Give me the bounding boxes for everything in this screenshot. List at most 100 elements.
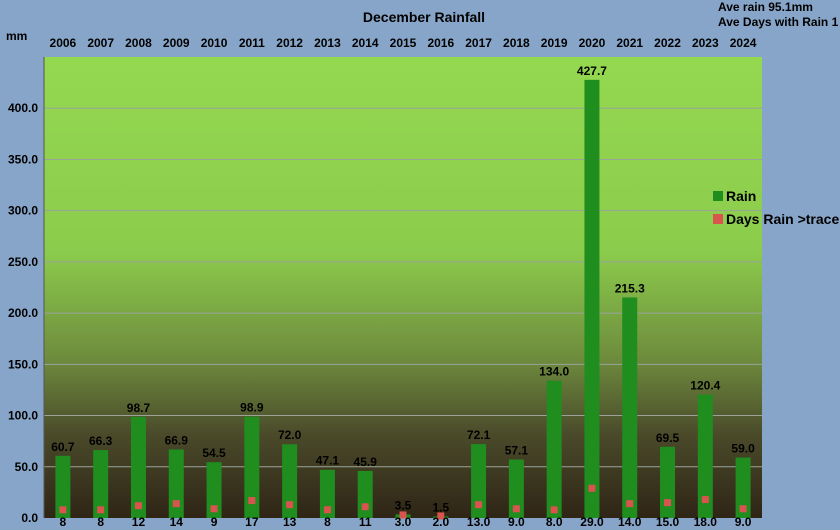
x-tick-label: 2011 (239, 36, 265, 50)
rain-bar (660, 446, 676, 518)
rain-bar (206, 462, 222, 518)
days-value-label: 17 (245, 515, 259, 529)
days-marker (134, 502, 142, 510)
plot-area (44, 57, 762, 518)
rain-bar (546, 380, 562, 518)
days-marker (550, 506, 558, 514)
x-tick-label: 2012 (276, 36, 303, 50)
y-tick-label: 200.0 (8, 306, 38, 320)
rain-value-label: 59.0 (731, 442, 755, 456)
days-marker (437, 512, 445, 520)
days-value-label: 3.0 (395, 515, 412, 529)
days-marker (626, 500, 634, 508)
days-value-label: 18.0 (694, 515, 718, 529)
rain-value-label: 54.5 (202, 446, 226, 460)
x-tick-label: 2021 (616, 36, 643, 50)
days-value-label: 13.0 (467, 515, 491, 529)
rain-bar (697, 394, 713, 518)
days-value-label: 8.0 (546, 515, 563, 529)
legend-swatch-days (713, 214, 723, 224)
rain-bar (735, 457, 751, 518)
days-marker (739, 505, 747, 513)
days-marker (59, 506, 67, 514)
x-tick-label: 2024 (730, 36, 757, 50)
days-value-label: 11 (359, 515, 372, 529)
rain-value-label: 60.7 (51, 440, 75, 454)
rain-value-label: 1.5 (432, 500, 449, 514)
rain-value-label: 69.5 (656, 431, 680, 445)
rain-value-label: 57.1 (505, 444, 529, 458)
rain-value-label: 72.0 (278, 428, 302, 442)
rain-bar (584, 79, 600, 519)
y-tick-label: 150.0 (8, 357, 38, 371)
x-tick-label: 2009 (163, 36, 190, 50)
y-tick-label: 300.0 (8, 204, 38, 218)
x-tick-label: 2019 (541, 36, 568, 50)
chart-title: December Rainfall (363, 9, 485, 25)
x-tick-label: 2022 (654, 36, 681, 50)
rain-bar (93, 450, 109, 518)
rain-value-label: 45.9 (354, 455, 378, 469)
days-value-label: 8 (60, 515, 67, 529)
y-tick-label: 50.0 (15, 460, 39, 474)
x-tick-label: 2020 (579, 36, 606, 50)
rain-bar (244, 416, 260, 518)
x-tick-label: 2023 (692, 36, 719, 50)
days-value-label: 9.0 (508, 515, 525, 529)
days-marker (210, 505, 218, 513)
avg-rain-info: Ave rain 95.1mm (718, 0, 813, 14)
days-value-label: 14 (170, 515, 184, 529)
rain-value-label: 427.7 (577, 64, 607, 78)
rain-value-label: 47.1 (316, 454, 340, 468)
x-tick-label: 2017 (465, 36, 492, 50)
bars (55, 79, 751, 520)
x-tick-label: 2008 (125, 36, 152, 50)
days-marker (361, 503, 369, 511)
rain-value-label: 134.0 (539, 365, 569, 379)
labels: 60.7 66.3 98.7 66.9 54.5 98.9 72.0 47.1 45.9 3.5 1… (51, 64, 755, 529)
days-marker (323, 506, 331, 514)
days-value-label: 12 (132, 515, 146, 529)
x-tick-label: 2015 (390, 36, 417, 50)
days-value-label: 29.0 (580, 515, 604, 529)
x-tick-label: 2010 (201, 36, 228, 50)
days-value-label: 9.0 (735, 515, 752, 529)
rain-bar (55, 455, 71, 518)
gridlines (44, 107, 762, 468)
rain-bar (282, 444, 298, 518)
x-tick-label: 2007 (87, 36, 114, 50)
rain-value-label: 66.3 (89, 434, 113, 448)
x-tick-label: 2006 (50, 36, 77, 50)
x-tick-label: 2016 (427, 36, 454, 50)
days-marker (512, 505, 520, 513)
rain-value-label: 66.9 (165, 433, 189, 447)
rain-value-label: 215.3 (615, 281, 645, 295)
rain-bar (471, 444, 487, 518)
days-marker (664, 499, 672, 507)
rain-value-label: 72.1 (467, 428, 491, 442)
y-tick-label: 400.0 (8, 101, 38, 115)
days-value-label: 8 (324, 515, 331, 529)
days-marker (286, 501, 294, 509)
rain-bar (508, 459, 524, 518)
legend: Rain Days Rain >trace (713, 188, 839, 227)
rain-value-label: 98.9 (240, 401, 264, 415)
days-marker (475, 501, 483, 509)
rain-value-label: 120.4 (690, 379, 720, 393)
y-axis-label: mm (6, 29, 27, 43)
days-marker (172, 500, 180, 508)
days-marker (399, 511, 407, 519)
days-value-label: 15.0 (656, 515, 680, 529)
days-value-label: 2.0 (432, 515, 449, 529)
rain-bar (168, 449, 184, 518)
avg-days-info: Ave Days with Rain 1 (718, 15, 839, 29)
y-tick-label: 0.0 (21, 511, 38, 525)
x-tick-label: 2013 (314, 36, 341, 50)
days-marker (97, 506, 105, 514)
rain-value-label: 98.7 (127, 401, 151, 415)
days-value-label: 9 (211, 515, 218, 529)
days-marker (248, 497, 256, 505)
days-marker (701, 496, 709, 504)
days-value-label: 13 (283, 515, 297, 529)
